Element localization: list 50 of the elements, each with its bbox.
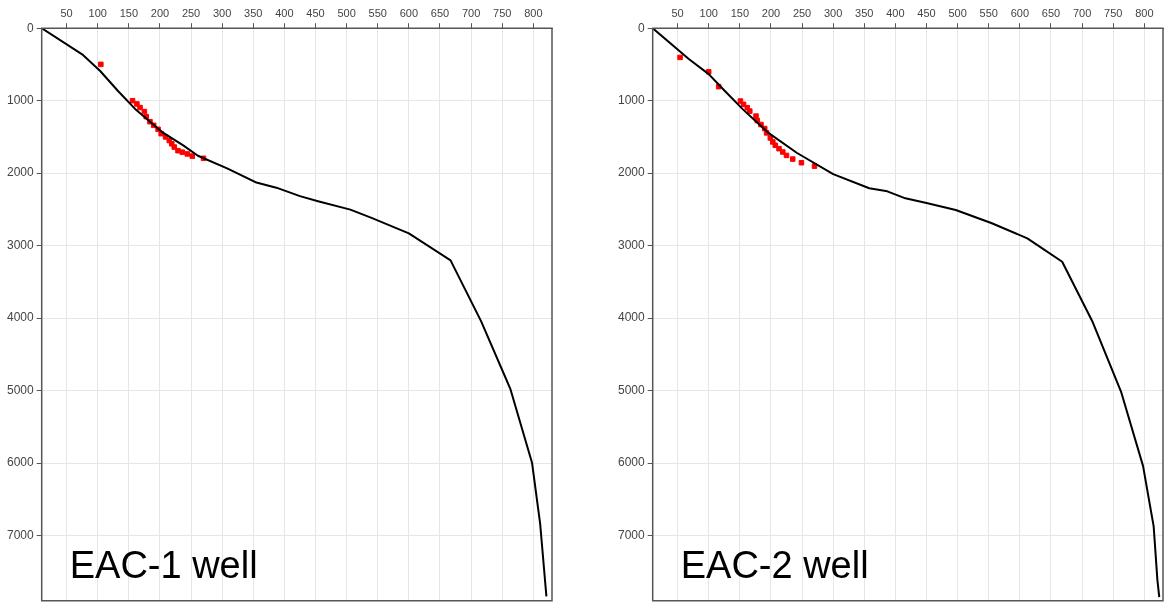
x-tick-label: 250 [181, 6, 201, 19]
y-tick-label: 7000 [617, 527, 646, 542]
y-tick-label: 6000 [6, 455, 35, 470]
x-tick-label: 250 [792, 6, 812, 19]
x-tick-label: 800 [524, 6, 543, 19]
x-tick-label: 600 [1010, 6, 1030, 19]
x-tick-label: 200 [150, 6, 170, 19]
y-tick-label: 3000 [6, 237, 35, 252]
x-tick-label: 450 [917, 6, 936, 19]
y-tick-label: 6000 [617, 455, 646, 470]
x-tick-label: 800 [1135, 6, 1154, 19]
x-tick-label: 650 [1041, 6, 1061, 19]
y-tick-label: 2000 [6, 165, 35, 180]
x-tick-label: 400 [886, 6, 905, 19]
y-tick-label: 1000 [617, 92, 646, 107]
y-tick-label: 5000 [617, 382, 646, 397]
y-tick-label: 7000 [6, 527, 35, 542]
y-tick-label: 2000 [617, 165, 646, 180]
y-tick-label: 3000 [617, 237, 646, 252]
x-tick-label: 450 [306, 6, 325, 19]
x-tick-label: 700 [461, 6, 481, 19]
y-tick-label: 4000 [617, 310, 646, 325]
x-tick-label: 150 [730, 6, 749, 19]
x-tick-label: 550 [368, 6, 387, 19]
annotation: EAC-1 well [69, 544, 258, 587]
x-tick-label: 100 [699, 6, 718, 19]
x-tick-label: 300 [212, 6, 232, 19]
x-tick-label: 200 [761, 6, 781, 19]
y-tick-label: 1000 [6, 92, 35, 107]
x-tick-label: 400 [275, 6, 294, 19]
x-tick-label: 750 [493, 6, 512, 19]
x-tick-label: 50 [671, 6, 684, 19]
annotation: EAC-2 well [680, 544, 869, 587]
x-tick-label: 500 [948, 6, 967, 19]
x-tick-label: 350 [244, 6, 263, 19]
x-tick-label: 350 [855, 6, 874, 19]
y-tick-label: 4000 [6, 310, 35, 325]
x-tick-label: 300 [823, 6, 843, 19]
y-tick-label: 0 [638, 20, 646, 35]
y-tick-label: 5000 [6, 382, 35, 397]
x-tick-label: 700 [1072, 6, 1092, 19]
x-tick-label: 50 [60, 6, 73, 19]
y-tick-label: 0 [27, 20, 35, 35]
x-tick-label: 600 [399, 6, 419, 19]
x-tick-label: 750 [1104, 6, 1123, 19]
x-tick-label: 150 [119, 6, 138, 19]
x-tick-label: 500 [337, 6, 356, 19]
x-tick-label: 100 [88, 6, 107, 19]
x-tick-label: 550 [979, 6, 998, 19]
x-tick-label: 650 [430, 6, 450, 19]
